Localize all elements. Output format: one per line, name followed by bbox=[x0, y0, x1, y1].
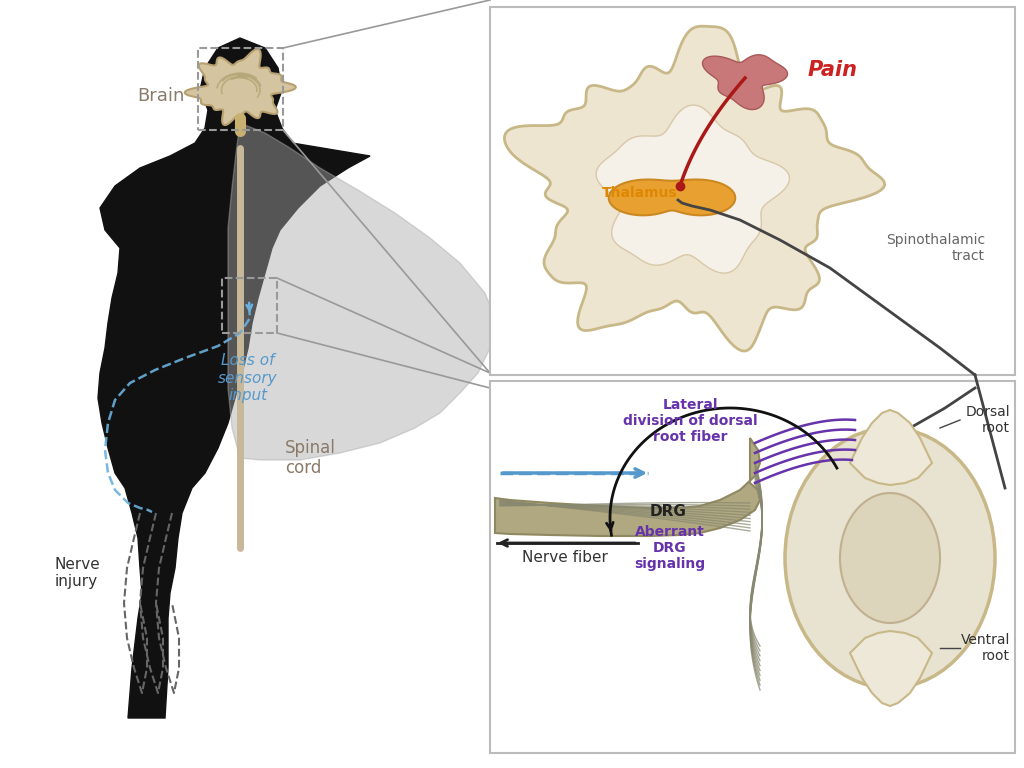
Polygon shape bbox=[495, 438, 760, 536]
Ellipse shape bbox=[785, 428, 995, 688]
Polygon shape bbox=[184, 49, 296, 125]
Text: Dorsal
root: Dorsal root bbox=[966, 405, 1010, 435]
Text: Lateral
division of dorsal
root fiber: Lateral division of dorsal root fiber bbox=[623, 398, 758, 445]
Polygon shape bbox=[98, 38, 370, 718]
Polygon shape bbox=[228, 123, 495, 460]
Text: Nerve
injury: Nerve injury bbox=[55, 557, 100, 589]
Text: DRG: DRG bbox=[649, 505, 686, 519]
Text: Nerve fiber: Nerve fiber bbox=[522, 551, 608, 565]
Polygon shape bbox=[702, 55, 787, 110]
Polygon shape bbox=[850, 410, 932, 485]
Text: Spinal
cord: Spinal cord bbox=[285, 439, 336, 478]
Polygon shape bbox=[596, 105, 790, 273]
FancyBboxPatch shape bbox=[490, 381, 1015, 753]
Polygon shape bbox=[505, 26, 885, 351]
Text: Thalamus: Thalamus bbox=[602, 186, 678, 200]
Text: Ventral
root: Ventral root bbox=[961, 633, 1010, 663]
Text: Aberrant
DRG
signaling: Aberrant DRG signaling bbox=[635, 525, 706, 571]
Polygon shape bbox=[850, 631, 932, 706]
Ellipse shape bbox=[840, 493, 940, 623]
Text: Brain: Brain bbox=[137, 87, 185, 105]
Text: Spinothalamic
tract: Spinothalamic tract bbox=[886, 233, 985, 263]
Text: Pain: Pain bbox=[808, 60, 858, 80]
Text: Loss of
sensory
input: Loss of sensory input bbox=[218, 353, 278, 403]
FancyBboxPatch shape bbox=[490, 7, 1015, 375]
Polygon shape bbox=[609, 180, 735, 215]
